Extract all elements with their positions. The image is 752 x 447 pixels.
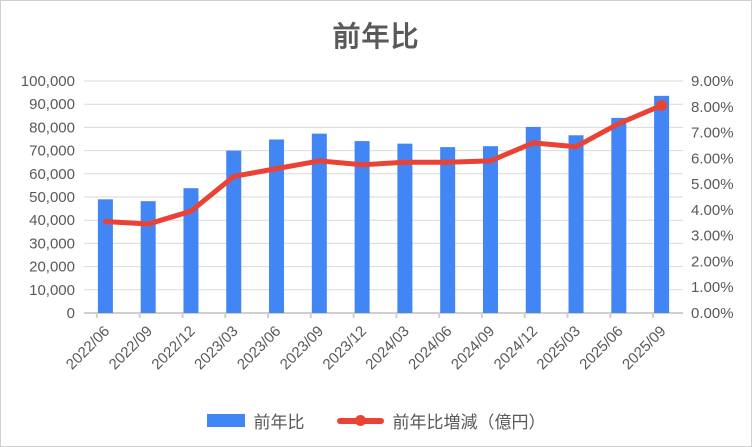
x-axis-tick-label: 2022/12 — [148, 323, 198, 373]
bar-2023/09[interactable] — [311, 133, 327, 313]
line-marker-dot-icon — [354, 415, 366, 426]
line-series[interactable] — [102, 102, 665, 227]
legend-item-line-series[interactable]: 前年比増減（億円） — [336, 408, 546, 433]
right-axis-tick-label: 6.00% — [691, 150, 734, 167]
right-axis-tick-label: 4.00% — [691, 202, 734, 219]
bar-2023/06[interactable] — [269, 139, 285, 313]
x-axis-tick-label: 2024/09 — [448, 323, 498, 373]
left-axis-tick-label: 0 — [67, 305, 75, 322]
x-axis-tick-label: 2022/06 — [63, 323, 113, 373]
left-axis-tick-label: 70,000 — [29, 143, 75, 160]
bar-2022/12[interactable] — [183, 188, 199, 313]
legend-label-bar-series: 前年比 — [253, 413, 305, 432]
bar-2023/03[interactable] — [226, 150, 242, 313]
x-axis-tick-label: 2023/12 — [320, 323, 370, 373]
right-axis-tick-label: 8.00% — [691, 99, 734, 116]
bar-2025/03[interactable] — [568, 135, 584, 313]
bar-2024/09[interactable] — [482, 146, 498, 313]
left-axis-tick-label: 60,000 — [29, 166, 75, 183]
left-axis-tick-label: 50,000 — [29, 189, 75, 206]
x-axis-tick-label: 2024/12 — [491, 323, 541, 373]
bar-2023/12[interactable] — [354, 141, 370, 313]
x-axis-tick-label: 2024/03 — [362, 323, 412, 373]
bar-2022/09[interactable] — [140, 201, 156, 313]
bar-2024/06[interactable] — [440, 147, 456, 313]
x-axis-tick-label: 2023/06 — [234, 323, 284, 373]
right-axis-tick-label: 7.00% — [691, 125, 734, 142]
right-axis-tick-label: 2.00% — [691, 253, 734, 270]
bar-2025/09[interactable] — [654, 95, 670, 314]
legend-label-line-series: 前年比増減（億円） — [392, 413, 546, 432]
bar-2025/06[interactable] — [611, 117, 627, 313]
legend: 前年比 前年比増減（億円） — [1, 408, 751, 433]
chart-title: 前年比 — [332, 21, 420, 52]
left-axis-tick-label: 100,000 — [21, 73, 75, 90]
right-axis-tick-label: 5.00% — [691, 176, 734, 193]
x-axis-tick-label: 2025/06 — [576, 323, 626, 373]
left-axis-tick-label: 20,000 — [29, 259, 75, 276]
line-end-marker — [656, 99, 668, 111]
right-axis-tick-label: 0.00% — [691, 305, 734, 322]
left-axis-tick-label: 10,000 — [29, 282, 75, 299]
right-axis-tick-label: 3.00% — [691, 228, 734, 245]
bar-swatch-icon — [206, 414, 245, 427]
left-axis-tick-label: 90,000 — [29, 96, 75, 113]
x-axis-tick-label: 2025/09 — [619, 323, 669, 373]
x-axis-tick-label: 2022/09 — [106, 323, 156, 373]
x-axis-tick-label: 2024/06 — [405, 323, 455, 373]
right-axis-tick-label: 1.00% — [691, 279, 734, 296]
bar-2024/12[interactable] — [525, 126, 541, 313]
left-axis-tick-label: 30,000 — [29, 235, 75, 252]
right-axis-tick-label: 9.00% — [691, 73, 734, 90]
left-axis-tick-label: 80,000 — [29, 119, 75, 136]
line-swatch-icon — [336, 415, 384, 426]
bar-2022/06[interactable] — [97, 199, 113, 313]
x-axis-tick-label: 2023/03 — [191, 323, 241, 373]
bar-2024/03[interactable] — [397, 143, 413, 313]
x-axis-tick-label: 2023/09 — [277, 323, 327, 373]
x-axis-tick-label: 2025/03 — [533, 323, 583, 373]
left-axis-tick-label: 40,000 — [29, 212, 75, 229]
legend-item-bar-series[interactable]: 前年比 — [206, 408, 305, 433]
